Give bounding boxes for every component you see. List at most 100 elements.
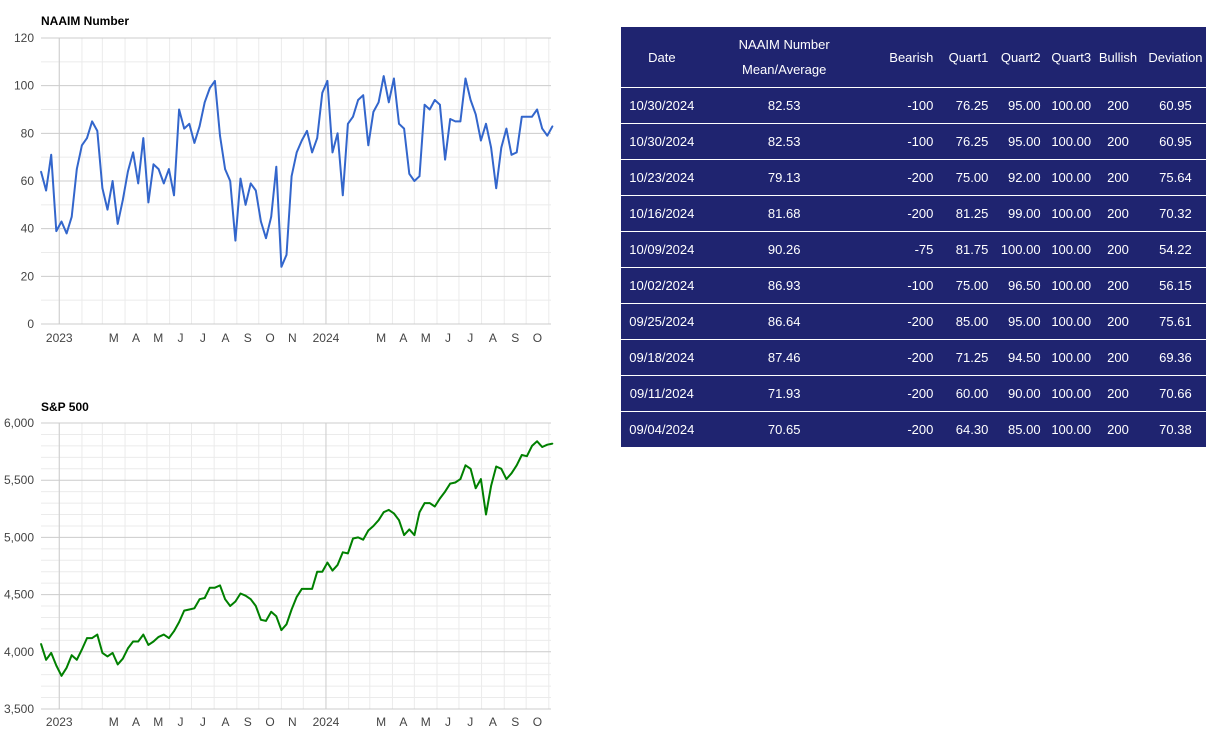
sp500-data-point	[198, 598, 201, 600]
naaim-data-point	[295, 151, 298, 154]
naaim-data-point	[326, 80, 329, 82]
naaim-data-point	[336, 132, 339, 135]
naaim-data-point	[50, 154, 52, 156]
cell-date: 09/11/2024	[621, 375, 703, 412]
sp500-x-tick-label: N	[288, 715, 297, 729]
cell-bullish: 200	[1091, 87, 1145, 124]
naaim-x-tick-label: J	[467, 331, 473, 345]
naaim-data-point	[270, 216, 273, 218]
naaim-data-point	[408, 173, 411, 175]
sp500-data-point	[342, 551, 344, 554]
cell-deviation: 60.95	[1144, 123, 1206, 160]
naaim-data-point	[541, 127, 543, 130]
sp500-data-point	[403, 534, 405, 536]
sp500-data-point	[132, 640, 134, 643]
naaim-data-point	[224, 168, 226, 170]
naaim-y-tick-label: 60	[21, 174, 35, 188]
cell-bullish: 200	[1091, 267, 1145, 304]
sp500-y-tick-label: 5,000	[4, 530, 34, 544]
sp500-data-point	[96, 633, 99, 636]
sp500-x-tick-label: 2024	[313, 715, 340, 729]
cell-quart2: 96.50	[988, 267, 1041, 304]
sp500-chart-title: S&P 500	[41, 400, 89, 414]
naaim-data-point	[316, 137, 319, 139]
sp500-data-point	[188, 608, 191, 611]
sp500-data-point	[546, 443, 549, 446]
sp500-data-point	[393, 512, 395, 515]
cell-quart3: 100.00	[1040, 195, 1092, 232]
sp500-data-point	[214, 586, 216, 589]
naaim-data-point	[214, 80, 216, 82]
naaim-data-point	[495, 187, 498, 189]
sp500-data-point	[234, 600, 237, 603]
naaim-data-point	[81, 144, 83, 147]
sp500-data-point	[142, 633, 145, 636]
naaim-data-point	[239, 177, 242, 180]
naaim-table-container: Date NAAIM Number Mean/Average Bearish Q…	[621, 27, 1206, 447]
sp500-data-point	[249, 598, 252, 600]
naaim-data-point	[546, 134, 549, 137]
naaim-data-point	[157, 168, 160, 170]
sp500-y-tick-label: 3,500	[4, 702, 34, 716]
naaim-data-point	[515, 151, 518, 154]
cell-mean: 86.93	[702, 267, 866, 304]
cell-deviation: 75.61	[1144, 303, 1206, 340]
naaim-data-point	[480, 139, 482, 142]
sp500-data-point	[398, 519, 400, 521]
sp500-y-tick-label: 6,000	[4, 416, 34, 430]
naaim-data-point	[198, 125, 201, 127]
cell-bearish: -100	[865, 123, 942, 160]
sp500-data-point	[193, 607, 196, 610]
header-mean-line1: NAAIM Number	[738, 37, 830, 52]
cell-mean: 87.46	[702, 339, 866, 376]
naaim-data-point	[372, 111, 375, 113]
cell-quart3: 100.00	[1040, 303, 1092, 340]
sp500-data-point	[270, 611, 273, 613]
naaim-data-point	[86, 137, 88, 139]
naaim-x-tick-label: O	[265, 331, 274, 345]
sp500-data-point	[449, 482, 452, 485]
table-row: 10/23/2024 79.13 -200 75.00 92.00 100.00 200 75…	[621, 159, 1206, 196]
sp500-data-point	[434, 505, 436, 508]
naaim-data-point	[321, 92, 324, 94]
naaim-data-point	[398, 123, 400, 125]
sp500-data-point	[40, 643, 42, 645]
sp500-data-point	[474, 487, 477, 489]
cell-date: 10/30/2024	[621, 87, 703, 124]
header-quart1: Quart1	[941, 27, 989, 88]
naaim-y-tick-label: 100	[14, 79, 34, 93]
sp500-y-tick-label: 4,000	[4, 645, 34, 659]
cell-date: 09/25/2024	[621, 303, 703, 340]
sp500-x-tick-label: J	[445, 715, 451, 729]
sp500-data-point	[122, 657, 124, 660]
table-row: 10/02/2024 86.93 -100 75.00 96.50 100.00 200 56…	[621, 267, 1206, 304]
sp500-data-point	[255, 605, 257, 607]
naaim-data-point	[290, 175, 293, 177]
sp500-data-point	[101, 652, 104, 654]
cell-mean: 70.65	[702, 411, 866, 447]
sp500-x-tick-label: J	[178, 715, 184, 729]
naaim-data-point	[55, 230, 58, 232]
sp500-data-point	[168, 637, 170, 639]
sp500-data-point	[137, 640, 139, 643]
header-mean-line2: Mean/Average	[742, 62, 827, 77]
sp500-data-point	[510, 472, 513, 475]
sp500-data-point	[45, 659, 47, 661]
sp500-x-tick-label: M	[376, 715, 386, 729]
naaim-x-tick-label: S	[511, 331, 519, 345]
cell-quart3: 100.00	[1040, 411, 1092, 447]
sp500-x-tick-label: 2023	[46, 715, 73, 729]
sp500-data-point	[336, 564, 339, 566]
naaim-data-point	[70, 216, 73, 218]
naaim-data-point	[152, 163, 155, 166]
sp500-data-point	[469, 468, 472, 470]
cell-quart3: 100.00	[1040, 159, 1092, 196]
naaim-data-point	[163, 182, 165, 185]
cell-bearish: -75	[865, 231, 942, 268]
naaim-y-tick-label: 120	[14, 31, 34, 45]
sp500-data-point	[480, 478, 482, 480]
naaim-chart-title: NAAIM Number	[41, 14, 129, 28]
naaim-data-point	[531, 115, 533, 118]
cell-bullish: 200	[1091, 303, 1145, 340]
